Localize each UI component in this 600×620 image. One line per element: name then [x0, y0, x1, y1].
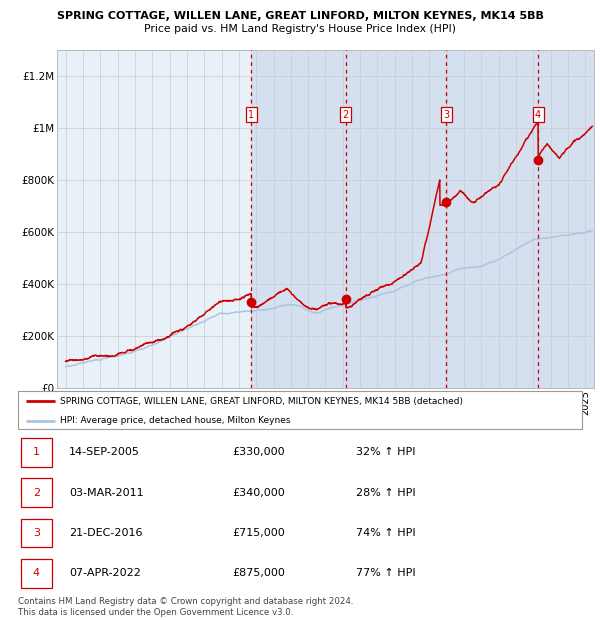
Text: 32% ↑ HPI: 32% ↑ HPI: [356, 447, 416, 458]
Bar: [538, 50, 594, 388]
FancyBboxPatch shape: [21, 518, 52, 547]
Text: 07-APR-2022: 07-APR-2022: [69, 568, 140, 578]
Text: This data is licensed under the Open Government Licence v3.0.: This data is licensed under the Open Gov…: [18, 608, 293, 617]
Text: £340,000: £340,000: [232, 487, 285, 498]
FancyBboxPatch shape: [21, 438, 52, 467]
Text: SPRING COTTAGE, WILLEN LANE, GREAT LINFORD, MILTON KEYNES, MK14 5BB (detached): SPRING COTTAGE, WILLEN LANE, GREAT LINFO…: [60, 397, 463, 406]
Bar: [251, 50, 346, 388]
Text: HPI: Average price, detached house, Milton Keynes: HPI: Average price, detached house, Milt…: [60, 416, 291, 425]
FancyBboxPatch shape: [18, 391, 582, 429]
Text: £330,000: £330,000: [232, 447, 285, 458]
Text: SPRING COTTAGE, WILLEN LANE, GREAT LINFORD, MILTON KEYNES, MK14 5BB: SPRING COTTAGE, WILLEN LANE, GREAT LINFO…: [56, 11, 544, 21]
Text: 74% ↑ HPI: 74% ↑ HPI: [356, 528, 416, 538]
Text: 1: 1: [33, 447, 40, 458]
Text: Contains HM Land Registry data © Crown copyright and database right 2024.: Contains HM Land Registry data © Crown c…: [18, 597, 353, 606]
Text: £715,000: £715,000: [232, 528, 285, 538]
Text: 4: 4: [535, 110, 541, 120]
Text: 2: 2: [343, 110, 349, 120]
Text: £875,000: £875,000: [232, 568, 285, 578]
Text: 4: 4: [33, 568, 40, 578]
Text: 1: 1: [248, 110, 254, 120]
FancyBboxPatch shape: [21, 559, 52, 588]
Text: 2: 2: [33, 487, 40, 498]
Text: 77% ↑ HPI: 77% ↑ HPI: [356, 568, 416, 578]
Bar: [446, 50, 538, 388]
Text: Price paid vs. HM Land Registry's House Price Index (HPI): Price paid vs. HM Land Registry's House …: [144, 24, 456, 33]
Bar: [346, 50, 446, 388]
Text: 14-SEP-2005: 14-SEP-2005: [69, 447, 140, 458]
Text: 03-MAR-2011: 03-MAR-2011: [69, 487, 143, 498]
Text: 3: 3: [33, 528, 40, 538]
Text: 28% ↑ HPI: 28% ↑ HPI: [356, 487, 416, 498]
Text: 21-DEC-2016: 21-DEC-2016: [69, 528, 142, 538]
Text: 3: 3: [443, 110, 449, 120]
FancyBboxPatch shape: [21, 478, 52, 507]
